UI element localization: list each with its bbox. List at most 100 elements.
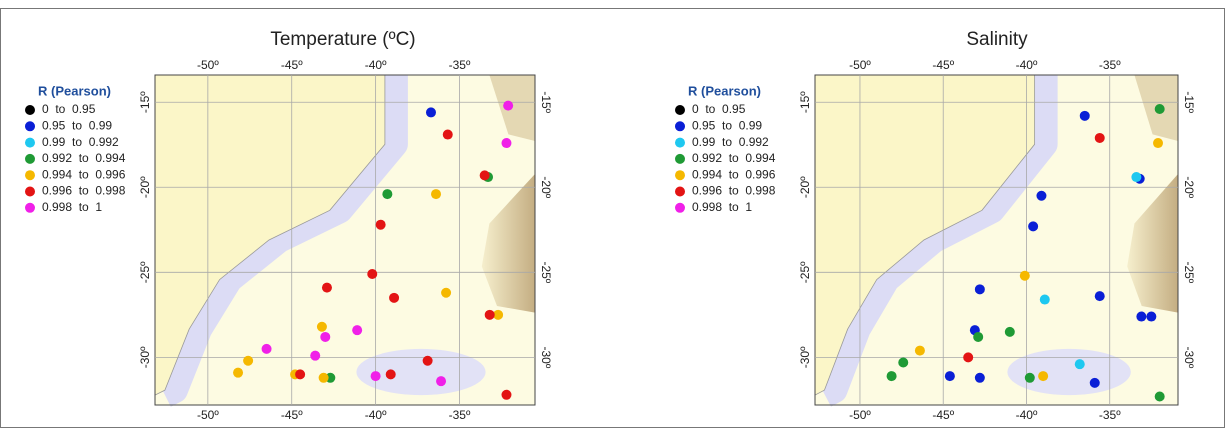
map: -50º-50º-45º-45º-40º-40º-35º-35º-15º-15º… [798,58,1196,422]
x-tick-label: -50º [197,408,219,422]
station-point [243,356,253,366]
legend-swatch [675,154,685,164]
legend-swatch [25,170,35,180]
legend-swatch [675,121,685,131]
y-tick-label: -30º [1182,347,1196,369]
station-point [386,369,396,379]
x-tick-label: -50º [849,408,871,422]
y-tick-label: -20º [798,176,812,198]
station-point [389,293,399,303]
page: -50º -50º -45º -45º -40º -40º -35º -35º -15º -15º… [0,0,1225,428]
legend-label: 0.994 to 0.996 [42,167,126,181]
x-tick-label: -50º [197,58,219,72]
y-tick-label: -30º [138,346,152,368]
station-point [371,371,381,381]
station-point [1095,133,1105,143]
station-point [322,283,332,293]
station-point [887,371,897,381]
map: -50º-50º-45º-45º-40º-40º-35º-35º-15º-15º… [138,58,553,422]
legend-swatch [25,121,35,131]
station-point [501,138,511,148]
station-point [1153,138,1163,148]
station-point [1136,312,1146,322]
station-point [426,107,436,117]
x-tick-label: -45º [932,408,954,422]
station-point [441,288,451,298]
legend-label: 0.996 to 0.998 [42,184,126,198]
station-point [233,368,243,378]
x-tick-label: -35º [1099,408,1121,422]
station-point [262,344,272,354]
station-point [963,352,973,362]
legend-label: 0.996 to 0.998 [692,184,776,198]
station-point [1020,271,1030,281]
station-point [1025,373,1035,383]
y-tick-label: -25º [798,261,812,283]
station-point [320,332,330,342]
legend-label: 0.95 to 0.99 [42,118,112,132]
legend-label: 0.99 to 0.992 [42,135,119,149]
station-point [501,390,511,400]
legend-label: 0 to 0.95 [42,102,96,116]
x-tick-label: -45º [281,408,303,422]
station-point [376,220,386,230]
deep-water [1007,349,1130,395]
x-tick-label: -40º [365,58,387,72]
legend-title: R (Pearson) [688,83,761,98]
station-point [443,130,453,140]
station-point [423,356,433,366]
station-point [1040,295,1050,305]
legend-label: 0 to 0.95 [692,102,746,116]
y-tick-label: -15º [798,91,812,113]
legend-swatch [25,203,35,213]
y-tick-label: -20º [138,176,152,198]
y-tick-label: -20º [539,176,553,198]
station-point [1131,172,1141,182]
station-point [431,189,441,199]
x-tick-label: -50º [849,58,871,72]
y-tick-label: -20º [1182,176,1196,198]
legend-swatch [675,187,685,197]
y-tick-label: -15º [1182,91,1196,113]
x-tick-label: -40º [1016,58,1038,72]
station-point [975,373,985,383]
station-point [898,357,908,367]
station-point [310,351,320,361]
station-point [1146,312,1156,322]
x-tick-label: -40º [365,408,387,422]
station-point [1095,291,1105,301]
legend-swatch [675,203,685,213]
station-point [1028,221,1038,231]
y-tick-label: -15º [138,91,152,113]
legend-label: 0.95 to 0.99 [692,118,762,132]
y-tick-label: -25º [539,261,553,283]
legend-label: 0.992 to 0.994 [42,151,126,165]
legend-swatch [25,105,35,115]
station-point [485,310,495,320]
station-point [317,322,327,332]
y-tick-label: -25º [1182,261,1196,283]
chart-title: Temperature (ºC) [270,29,415,50]
y-tick-label: -30º [539,347,553,369]
legend-label: 0.994 to 0.996 [692,167,776,181]
station-point [945,371,955,381]
station-point [1075,359,1085,369]
legend-swatch [675,138,685,148]
station-point [436,376,446,386]
legend-swatch [675,105,685,115]
station-point [975,284,985,294]
legend-title: R (Pearson) [38,83,111,98]
x-tick-label: -35º [449,408,471,422]
station-point [1038,371,1048,381]
x-tick-label: -45º [281,58,303,72]
y-tick-label: -15º [539,91,553,113]
legend-swatch [25,187,35,197]
station-point [480,170,490,180]
station-point [503,101,513,111]
station-point [1005,327,1015,337]
chart-title: Salinity [966,29,1028,50]
station-point [352,325,362,335]
station-point [319,373,329,383]
station-point [1036,191,1046,201]
station-point [1090,378,1100,388]
